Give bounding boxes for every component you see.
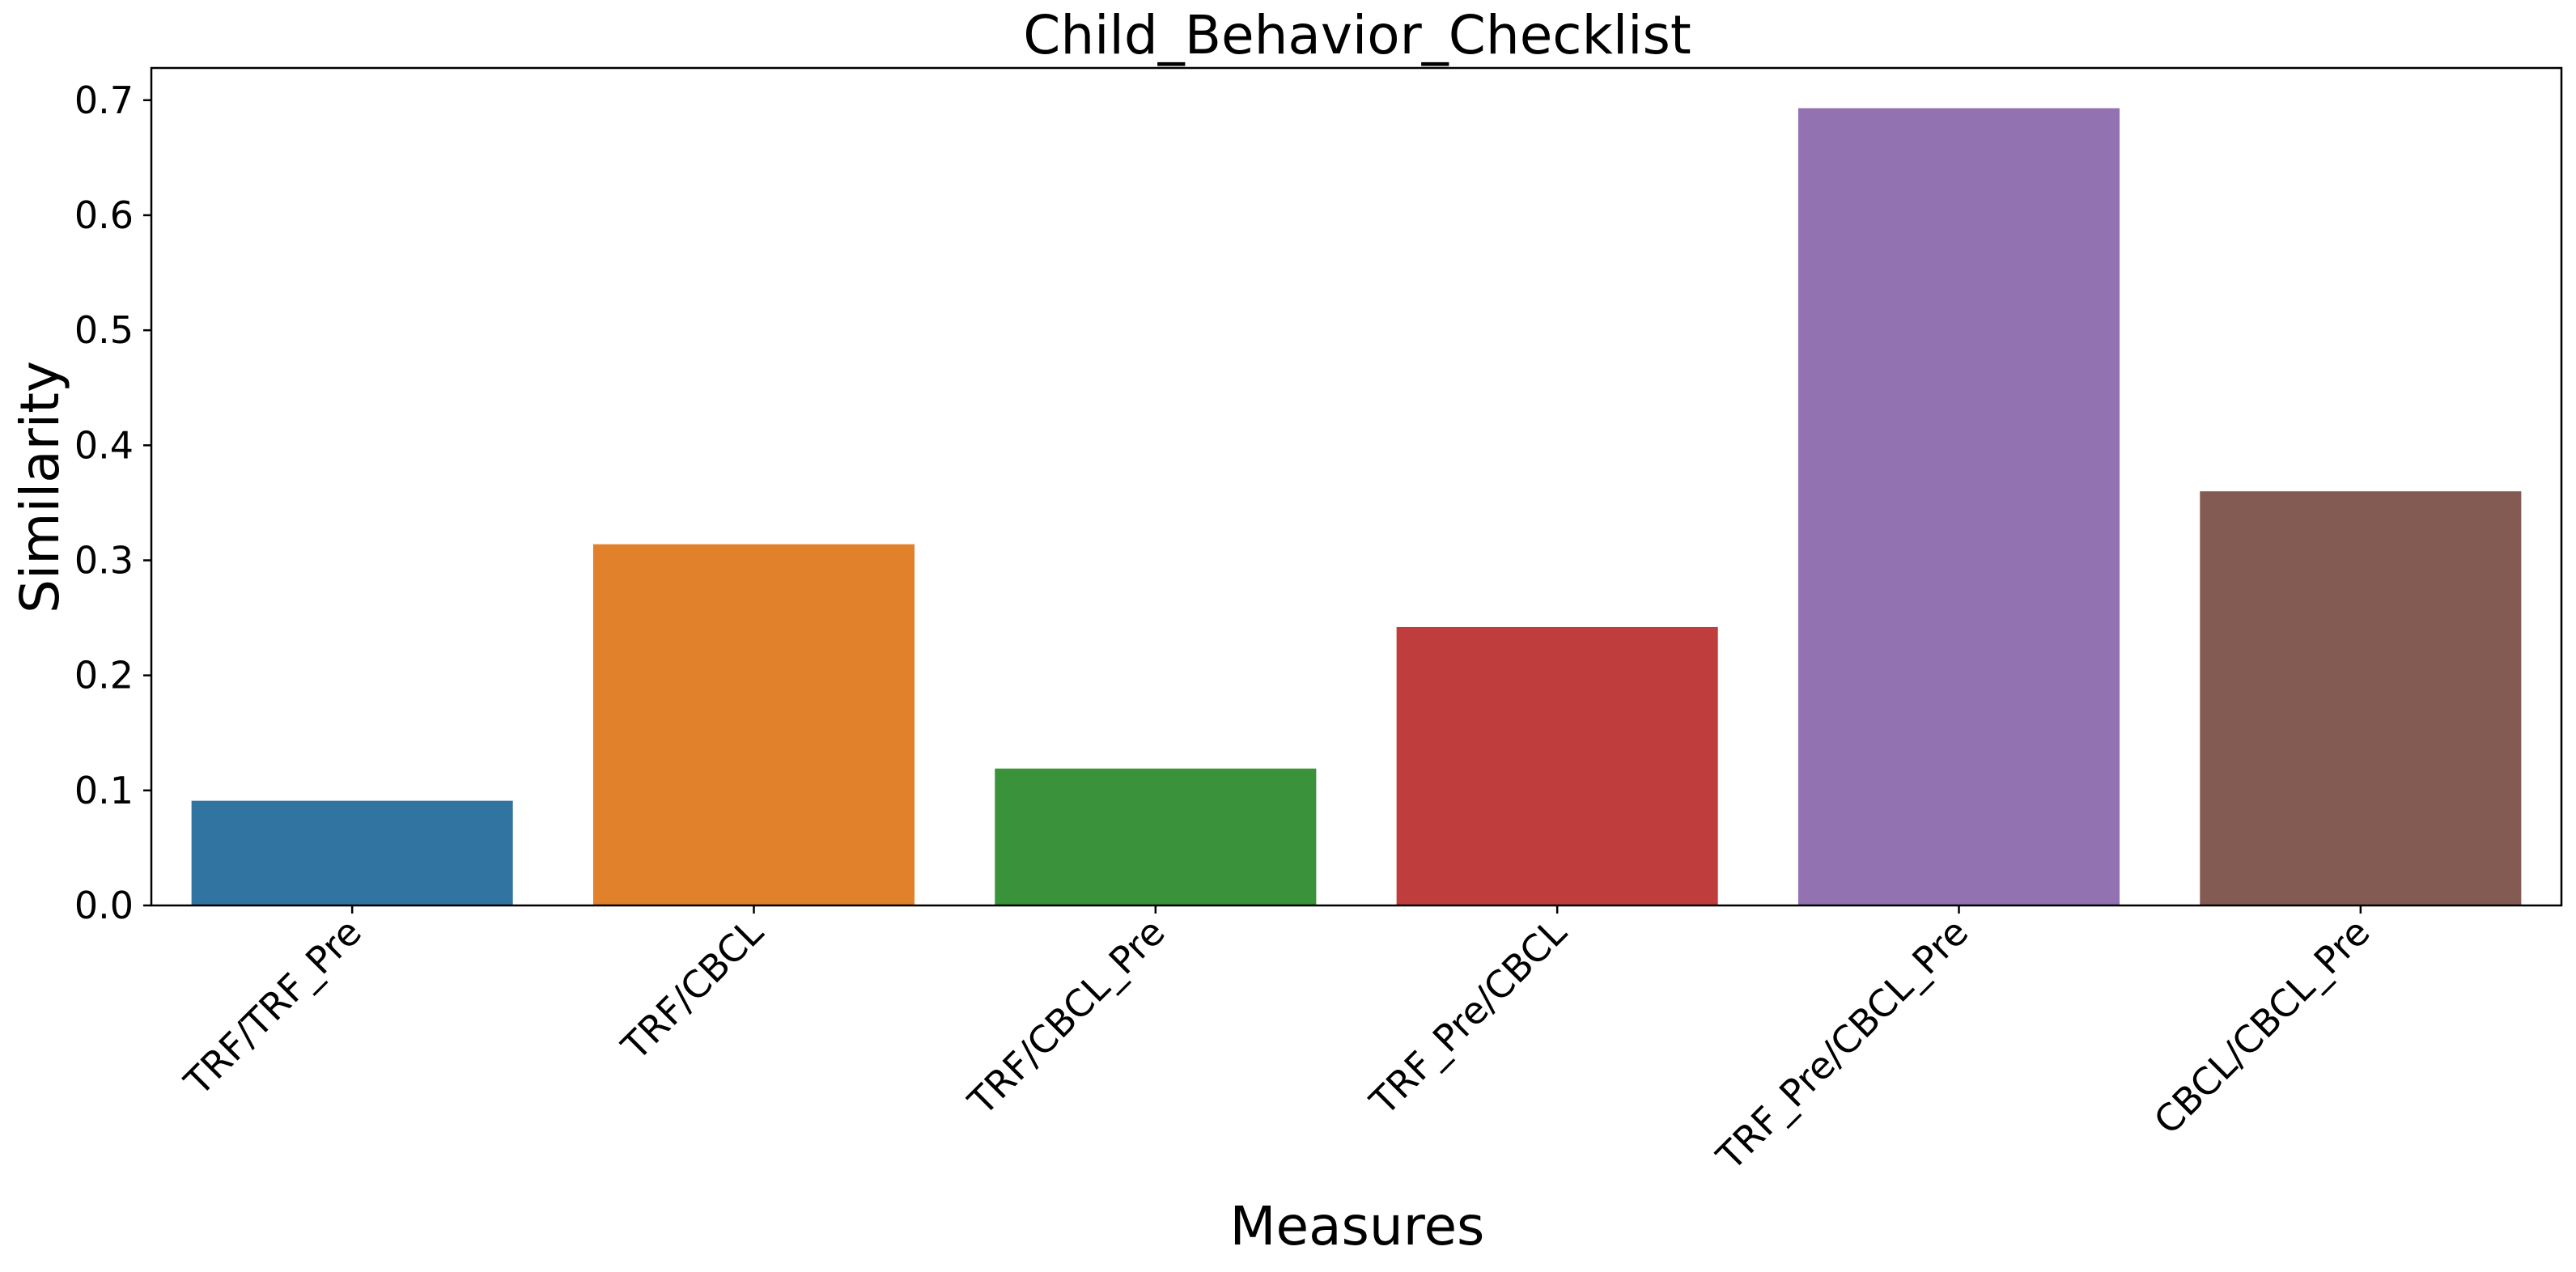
plot-frame [150,66,2563,907]
y-tick-label: 0.7 [74,78,134,122]
x-tick-label: TRF_Pre/CBCL [1361,909,1576,1124]
y-tick-label: 0.6 [74,193,134,237]
bars-layer [191,108,2522,905]
bar-4 [1797,108,2120,905]
chart-title: Child_Behavior_Checklist [1023,4,1691,66]
x-axis: TRF/TRF_Pre TRF/CBCL TRF/CBCL_Pre TRF_Pre/C… [176,905,2379,1179]
bar-2 [995,768,1317,905]
y-tick-label: 0.5 [74,308,134,352]
y-tick-label: 0.2 [74,654,134,697]
x-tick-label: TRF/CBCL_Pre [959,910,1173,1124]
bar-5 [2200,491,2522,905]
y-axis-title: Similarity [9,361,71,613]
x-tick-label: CBCL/CBCL_Pre [2145,910,2379,1143]
x-axis-title: Measures [1230,1195,1485,1257]
bar-3 [1396,626,1718,905]
y-tick-label: 0.1 [74,769,134,812]
y-tick-label: 0.4 [74,423,134,467]
bar-0 [191,800,513,905]
y-tick-label: 0.3 [74,538,134,582]
x-tick-label: TRF/TRF_Pre [176,910,370,1105]
x-tick-label: TRF/CBCL [613,909,772,1069]
bar-1 [592,544,915,905]
y-axis: 0.0 0.1 0.2 0.3 0.4 0.5 0.6 0.7 [74,78,151,927]
y-tick-label: 0.0 [74,884,134,927]
x-tick-label: TRF_Pre/CBCL_Pre [1708,910,1976,1179]
